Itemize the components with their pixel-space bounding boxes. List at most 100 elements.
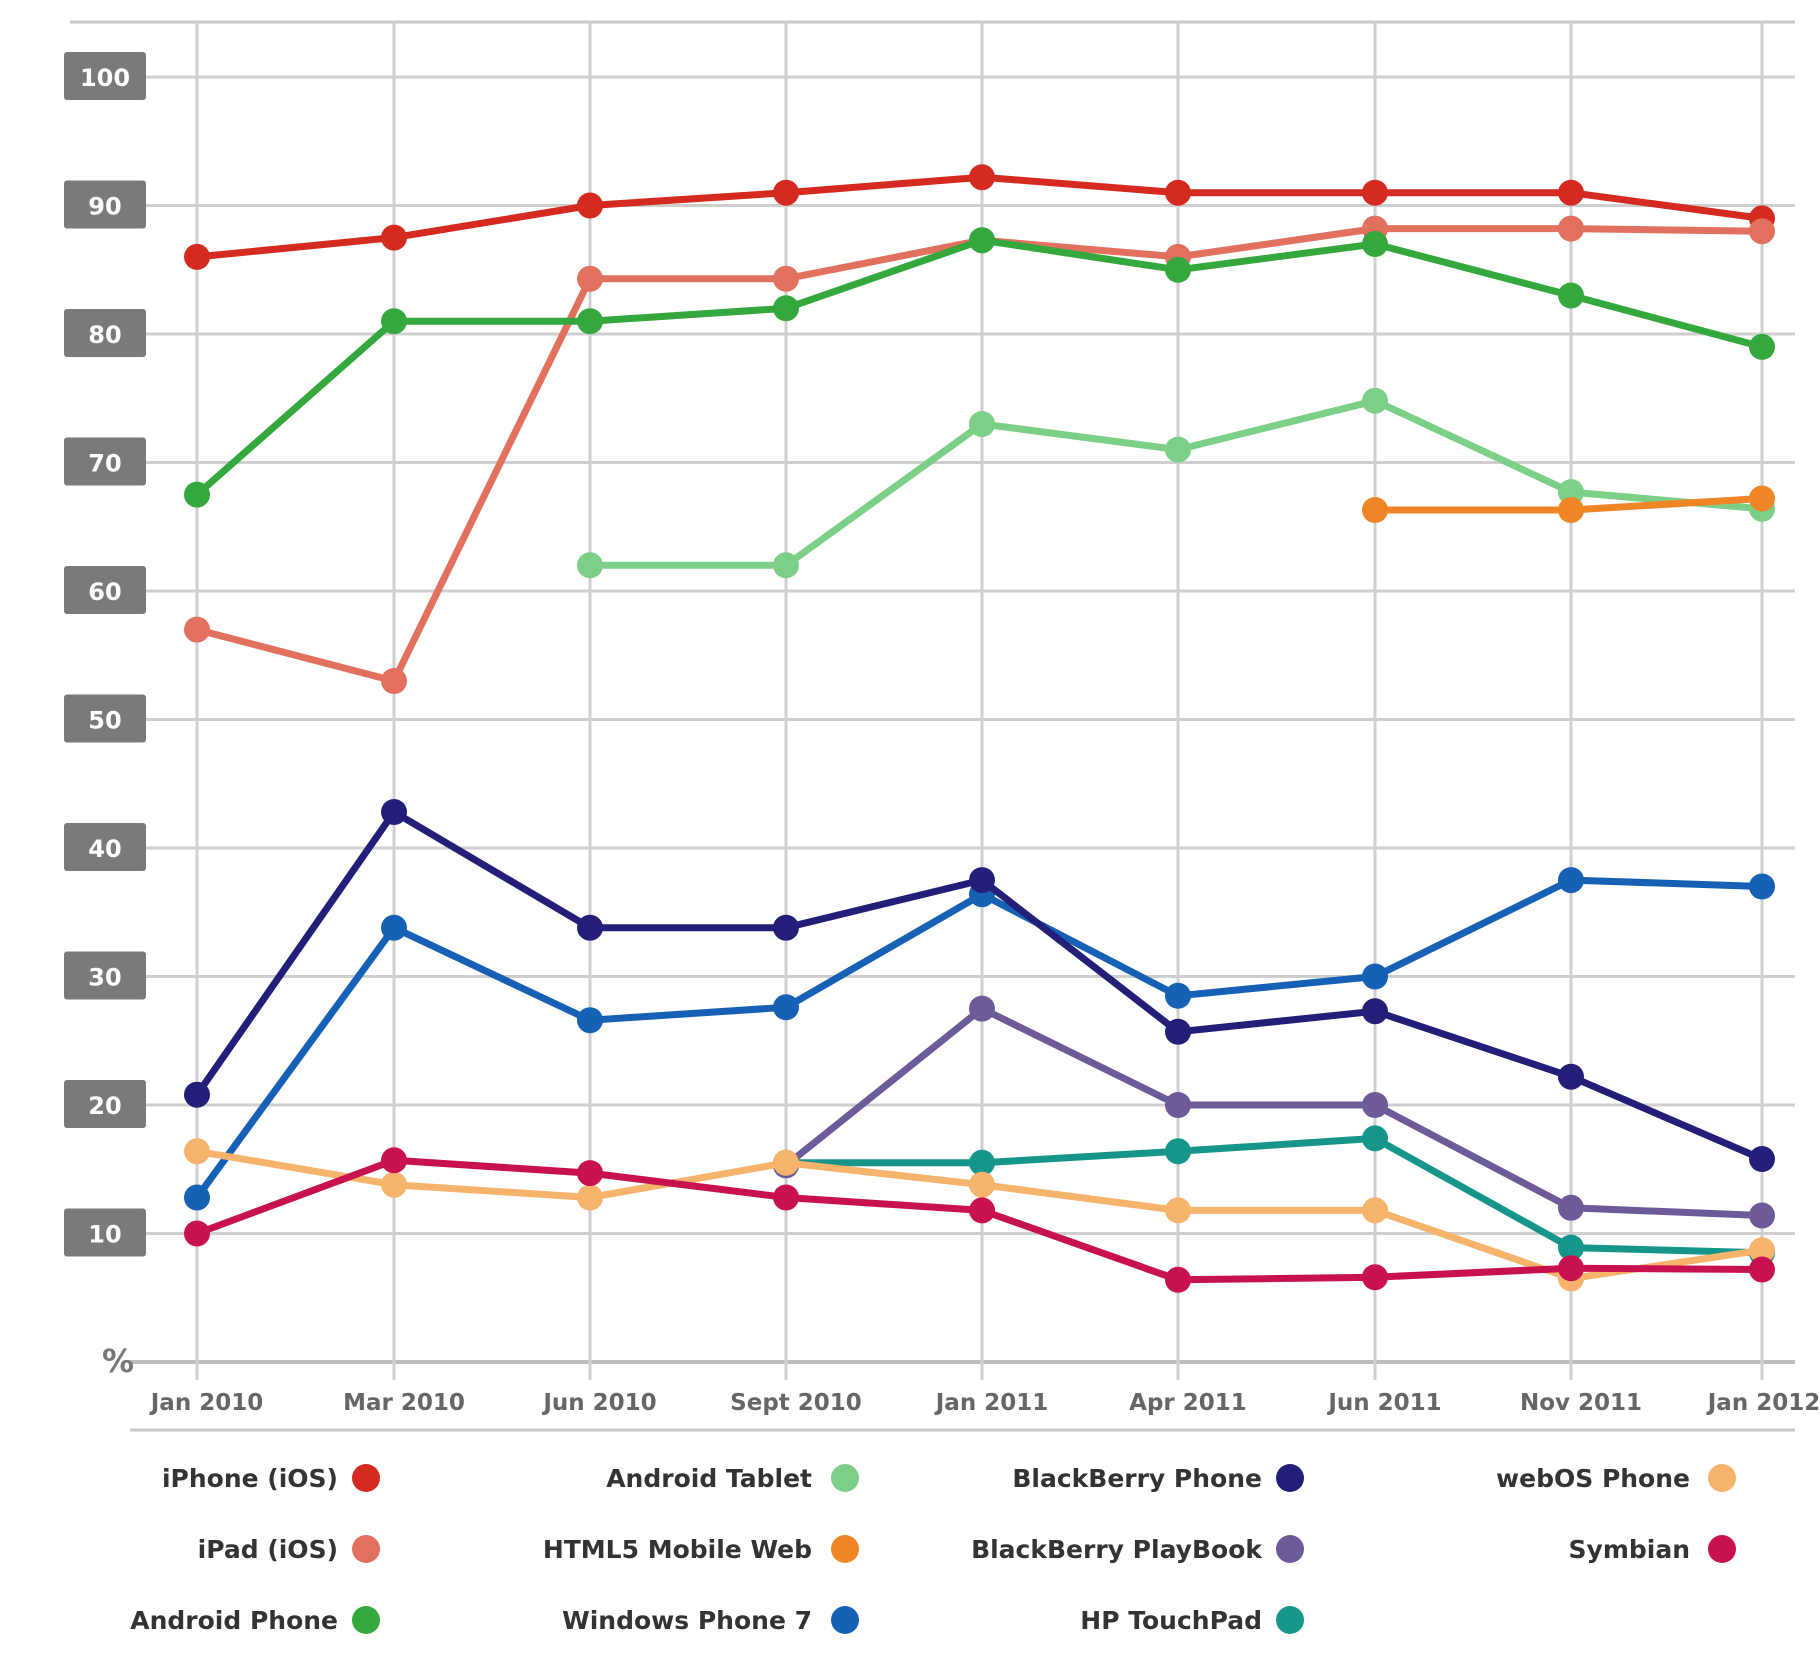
x-tick-label: Apr 2011 xyxy=(1129,1390,1247,1416)
data-point-android-phone xyxy=(773,295,799,322)
data-point-html5-mobile-web xyxy=(1749,485,1775,512)
legend-item-android-phone: Android Phone xyxy=(130,1606,380,1635)
legend-label: BlackBerry PlayBook xyxy=(971,1535,1263,1564)
data-point-android-phone xyxy=(1749,333,1775,360)
data-point-android-phone xyxy=(969,227,995,254)
legend-label: iPhone (iOS) xyxy=(162,1464,338,1493)
data-point-symbian xyxy=(1558,1255,1584,1282)
legend-item-windows-phone-7: Windows Phone 7 xyxy=(562,1606,859,1635)
data-point-windows-phone-7 xyxy=(773,994,799,1021)
data-point-symbian xyxy=(381,1147,407,1174)
data-point-ipad-ios xyxy=(577,265,603,292)
data-point-android-tablet xyxy=(969,411,995,437)
data-point-webos-phone xyxy=(577,1184,603,1211)
x-axis: Jan 2010 Mar 2010 Jun 2010 Sept 2010 Jan 201… xyxy=(149,1390,1820,1416)
data-point-symbian xyxy=(773,1184,799,1211)
data-point-webos-phone xyxy=(381,1171,407,1198)
x-tick-label: Jan 2012 xyxy=(1706,1390,1820,1416)
data-point-windows-phone-7 xyxy=(184,1184,210,1211)
legend-swatch xyxy=(352,1464,380,1492)
data-point-webos-phone xyxy=(184,1138,210,1165)
y-tick-badge xyxy=(64,566,146,614)
x-tick-label: Jan 2010 xyxy=(149,1390,263,1416)
data-point-iphone-ios xyxy=(1362,179,1388,206)
data-point-android-tablet xyxy=(1558,479,1584,506)
y-tick-badge xyxy=(64,437,146,486)
y-tick-badge xyxy=(64,823,146,871)
data-point-hp-touchpad xyxy=(1362,1125,1388,1152)
data-point-webos-phone xyxy=(1362,1197,1388,1224)
data-point-blackberry-playbook xyxy=(1749,1202,1775,1229)
data-point-blackberry-playbook xyxy=(1362,1092,1388,1118)
legend-item-html5-mobile-web: HTML5 Mobile Web xyxy=(543,1535,859,1564)
legend-swatch xyxy=(1708,1464,1736,1492)
data-point-ipad-ios xyxy=(773,265,799,292)
legend-item-iphone-ios: iPhone (iOS) xyxy=(162,1464,380,1493)
data-point-android-phone xyxy=(1558,282,1584,309)
data-point-iphone-ios xyxy=(1165,179,1191,206)
legend: iPhone (iOS) iPad (iOS) Android Phone Andro… xyxy=(130,1464,1736,1635)
data-point-blackberry-phone xyxy=(184,1081,210,1108)
series-windows-phone-7 xyxy=(184,867,1775,1211)
data-point-android-phone xyxy=(184,481,210,508)
data-point-android-phone xyxy=(1165,256,1191,283)
y-tick-label: 70 xyxy=(88,450,121,478)
series-line-blackberry-playbook xyxy=(782,1005,1766,1219)
y-tick-badge xyxy=(64,694,146,743)
data-point-html5-mobile-web xyxy=(1362,497,1388,523)
data-point-webos-phone xyxy=(969,1171,995,1198)
data-point-symbian xyxy=(1749,1256,1775,1283)
data-point-blackberry-phone xyxy=(1749,1146,1775,1172)
data-point-windows-phone-7 xyxy=(577,1007,603,1034)
legend-item-hp-touchpad: HP TouchPad xyxy=(1080,1606,1304,1635)
data-point-iphone-ios xyxy=(1558,179,1584,206)
data-point-symbian xyxy=(577,1160,603,1187)
data-point-android-phone xyxy=(577,308,603,335)
legend-swatch xyxy=(831,1535,859,1563)
y-tick-label: 80 xyxy=(88,321,121,349)
data-point-blackberry-phone xyxy=(381,799,407,825)
series-html5-mobile-web xyxy=(1362,485,1775,523)
series-line-ipad-ios xyxy=(193,225,1766,685)
data-point-blackberry-phone xyxy=(577,914,603,941)
x-tick-label: Jun 2010 xyxy=(541,1390,656,1416)
data-point-ipad-ios xyxy=(1558,215,1584,242)
x-tick-label: Jan 2011 xyxy=(934,1390,1048,1416)
series-line-android-tablet xyxy=(586,397,1766,569)
series-layer xyxy=(184,164,1775,1293)
legend-label: HTML5 Mobile Web xyxy=(543,1535,812,1564)
series-hp-touchpad xyxy=(773,1125,1775,1266)
legend-item-android-tablet: Android Tablet xyxy=(606,1464,859,1493)
x-tick-label: Sept 2010 xyxy=(730,1390,862,1416)
grid xyxy=(70,20,1795,1432)
y-tick-label: 50 xyxy=(88,707,121,735)
series-android-tablet xyxy=(577,387,1775,579)
legend-item-blackberry-playbook: BlackBerry PlayBook xyxy=(971,1535,1304,1564)
data-point-windows-phone-7 xyxy=(381,914,407,941)
legend-label: HP TouchPad xyxy=(1080,1606,1262,1635)
legend-label: iPad (iOS) xyxy=(198,1535,338,1564)
y-tick-label: 30 xyxy=(88,964,121,992)
y-tick-label: 10 xyxy=(88,1221,121,1249)
series-line-windows-phone-7 xyxy=(193,876,1766,1201)
y-tick-badge xyxy=(64,951,146,1000)
data-point-symbian xyxy=(1362,1264,1388,1291)
legend-swatch xyxy=(352,1606,380,1634)
data-point-blackberry-playbook xyxy=(1165,1092,1191,1118)
data-point-symbian xyxy=(184,1220,210,1247)
data-point-iphone-ios xyxy=(773,179,799,206)
legend-swatch xyxy=(352,1535,380,1563)
legend-item-blackberry-phone: BlackBerry Phone xyxy=(1012,1464,1304,1493)
legend-swatch xyxy=(1276,1606,1304,1634)
data-point-windows-phone-7 xyxy=(1558,867,1584,894)
legend-label: Android Tablet xyxy=(606,1464,812,1493)
data-point-blackberry-phone xyxy=(1165,1018,1191,1045)
data-point-blackberry-phone xyxy=(969,867,995,894)
data-point-iphone-ios xyxy=(184,243,210,270)
y-tick-label: 20 xyxy=(88,1092,121,1120)
legend-label: Symbian xyxy=(1569,1535,1690,1564)
data-point-webos-phone xyxy=(1165,1197,1191,1224)
legend-label: webOS Phone xyxy=(1496,1464,1690,1493)
y-tick-badge xyxy=(64,309,146,357)
data-point-blackberry-phone xyxy=(1558,1063,1584,1090)
